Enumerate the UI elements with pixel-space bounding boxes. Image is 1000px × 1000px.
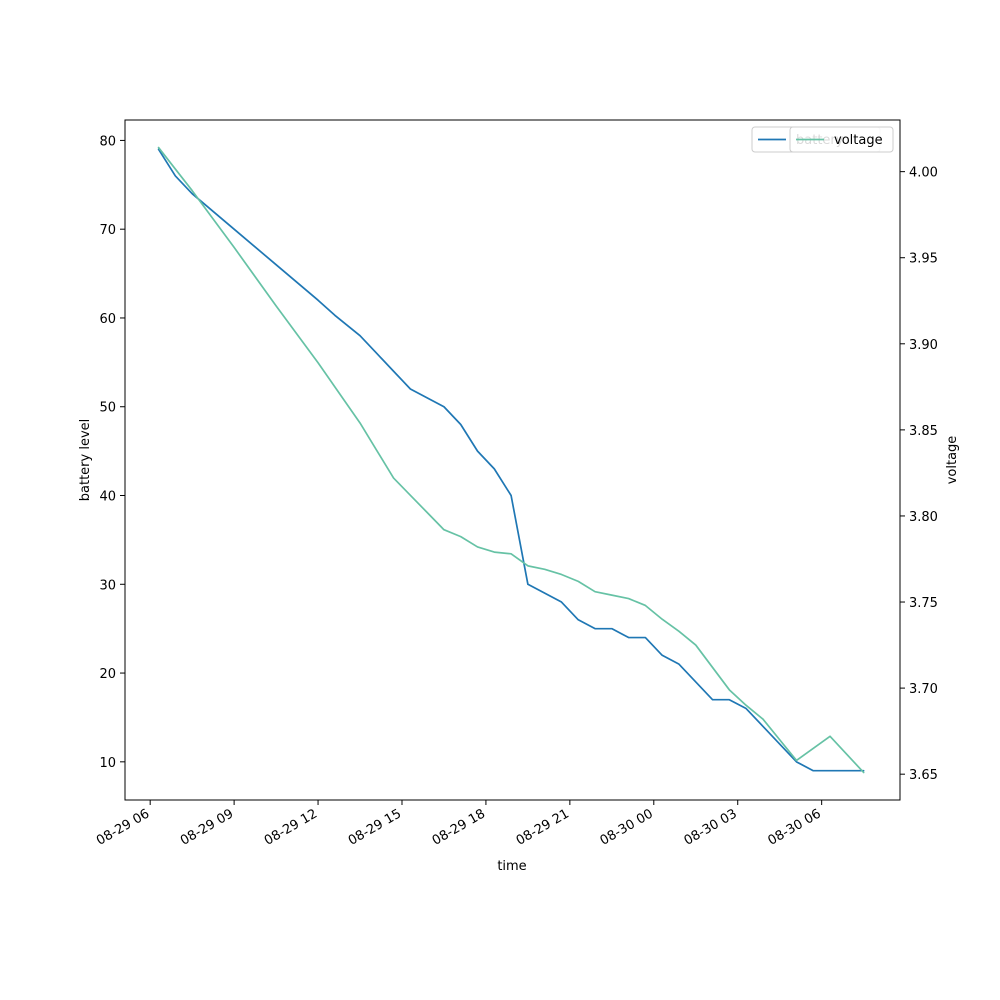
plot-area [125,120,900,800]
y-left-tick-label: 40 [99,490,116,505]
y-right-tick-label: 4.00 [909,166,938,181]
y-right-tick-label: 3.95 [909,252,938,267]
y-right-tick-label: 3.85 [909,424,938,439]
legend-layer: batteryvoltage [751,126,894,153]
y-axis-right-title: voltage [945,436,960,485]
y-right-tick-label: 3.70 [909,682,938,697]
y-right-tick-label: 3.75 [909,596,938,611]
y-left-tick-label: 80 [99,134,116,149]
y-left-tick-label: 70 [99,223,116,238]
y-left-tick-label: 10 [99,756,116,771]
x-axis-title: time [497,859,526,874]
y-right-tick-label: 3.80 [909,510,938,525]
legend-box [789,126,894,153]
series-layer [157,146,865,774]
plot-frame [124,119,901,801]
y-right-tick-label: 3.90 [909,338,938,353]
y-left-tick-label: 30 [99,578,116,593]
y-axis-left-title: battery level [78,419,93,502]
y-left-tick-label: 50 [99,401,116,416]
series-line-voltage [157,146,865,774]
y-left-tick-label: 60 [99,312,116,327]
legend-label: voltage [834,133,883,148]
y-right-tick-label: 3.65 [909,768,938,783]
series-line-battery [157,148,865,772]
y-left-tick-label: 20 [99,667,116,682]
